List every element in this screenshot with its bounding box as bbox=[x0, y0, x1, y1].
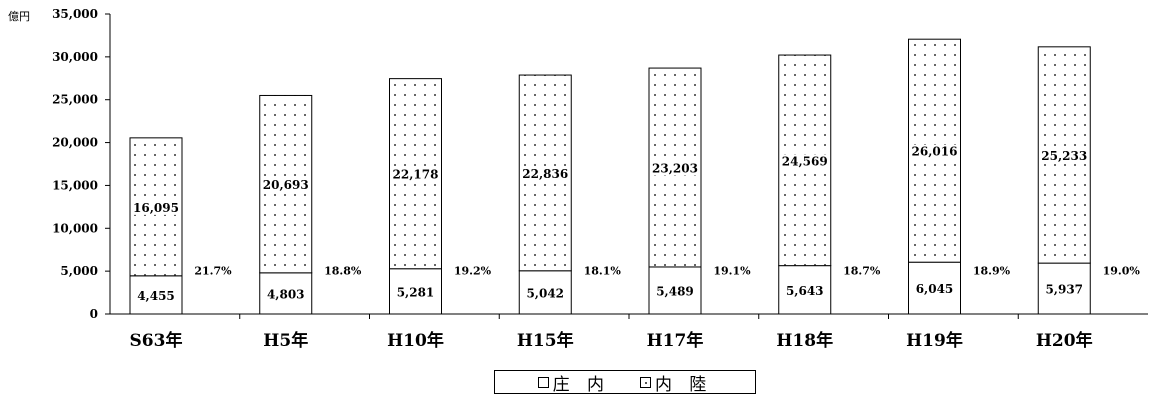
share-label: 18.8% bbox=[324, 265, 362, 278]
data-label-nairiku: 24,569 bbox=[782, 154, 828, 168]
share-label: 19.0% bbox=[1103, 265, 1141, 278]
data-label-bg bbox=[261, 178, 310, 193]
bar-shonai bbox=[648, 266, 702, 315]
data-label-nairiku: 22,836 bbox=[522, 167, 568, 181]
x-category-label: S63年 bbox=[130, 330, 183, 351]
bar-shonai bbox=[518, 270, 572, 315]
share-label: 18.9% bbox=[973, 265, 1011, 278]
x-category-label: H17年 bbox=[647, 330, 704, 351]
share-label: 19.1% bbox=[713, 265, 751, 278]
bar-shonai bbox=[908, 261, 961, 315]
y-tick-label: 25,000 bbox=[52, 93, 98, 107]
data-label-shonai: 5,489 bbox=[656, 284, 694, 298]
data-label-shonai: 4,803 bbox=[267, 287, 305, 301]
x-category-label: H5年 bbox=[263, 330, 308, 351]
data-label-bg bbox=[521, 166, 570, 181]
share-label: 18.1% bbox=[584, 265, 622, 278]
legend: 庄 内 内 陸 bbox=[494, 370, 756, 395]
bar-shonai bbox=[129, 275, 183, 315]
bar-shonai bbox=[259, 272, 313, 315]
data-label-bg bbox=[132, 200, 180, 215]
x-category-label: H15年 bbox=[517, 330, 574, 351]
data-label-nairiku: 16,095 bbox=[133, 201, 179, 215]
data-label-nairiku: 25,233 bbox=[1041, 149, 1087, 163]
y-tick-label: 30,000 bbox=[52, 50, 98, 64]
data-label-bg bbox=[1040, 148, 1089, 163]
legend-item-shonai: 庄 内 bbox=[537, 370, 610, 395]
data-label-nairiku: 20,693 bbox=[263, 178, 309, 192]
y-tick-label: 20,000 bbox=[52, 136, 98, 150]
data-label-shonai: 6,045 bbox=[916, 282, 954, 296]
bar-shonai bbox=[1037, 262, 1091, 315]
legend-label-shonai: 庄 内 bbox=[552, 374, 610, 395]
y-tick-label: 0 bbox=[90, 307, 98, 321]
x-category-label: H19年 bbox=[906, 330, 963, 351]
x-category-label: H10年 bbox=[387, 330, 444, 351]
legend-label-nairiku: 内 陸 bbox=[655, 374, 713, 395]
data-label-shonai: 5,643 bbox=[786, 284, 824, 298]
data-label-bg bbox=[910, 144, 959, 159]
share-label: 19.2% bbox=[454, 265, 492, 278]
x-category-label: H18年 bbox=[776, 330, 833, 351]
data-label-nairiku: 22,178 bbox=[393, 168, 439, 182]
share-label: 21.7% bbox=[194, 265, 232, 278]
data-label-bg bbox=[391, 167, 440, 182]
y-axis-unit: 億円 bbox=[8, 10, 30, 23]
data-label-shonai: 5,937 bbox=[1045, 283, 1083, 297]
data-label-bg bbox=[780, 154, 829, 169]
data-label-nairiku: 23,203 bbox=[652, 162, 698, 176]
x-category-label: H20年 bbox=[1036, 330, 1093, 351]
data-label-bg bbox=[651, 161, 699, 176]
data-label-shonai: 4,455 bbox=[137, 289, 175, 303]
data-label-shonai: 5,281 bbox=[397, 285, 435, 299]
y-tick-label: 5,000 bbox=[60, 264, 98, 278]
share-label: 18.7% bbox=[843, 265, 881, 278]
bar-shonai bbox=[389, 268, 442, 315]
legend-swatch-dotted-icon bbox=[640, 376, 651, 388]
legend-swatch-plain-icon bbox=[537, 376, 549, 388]
y-tick-label: 10,000 bbox=[52, 221, 98, 235]
data-label-nairiku: 26,016 bbox=[912, 145, 958, 159]
y-tick-label: 35,000 bbox=[52, 7, 98, 21]
data-label-shonai: 5,042 bbox=[526, 286, 564, 300]
y-tick-label: 15,000 bbox=[52, 178, 98, 192]
legend-item-nairiku: 内 陸 bbox=[640, 370, 712, 395]
